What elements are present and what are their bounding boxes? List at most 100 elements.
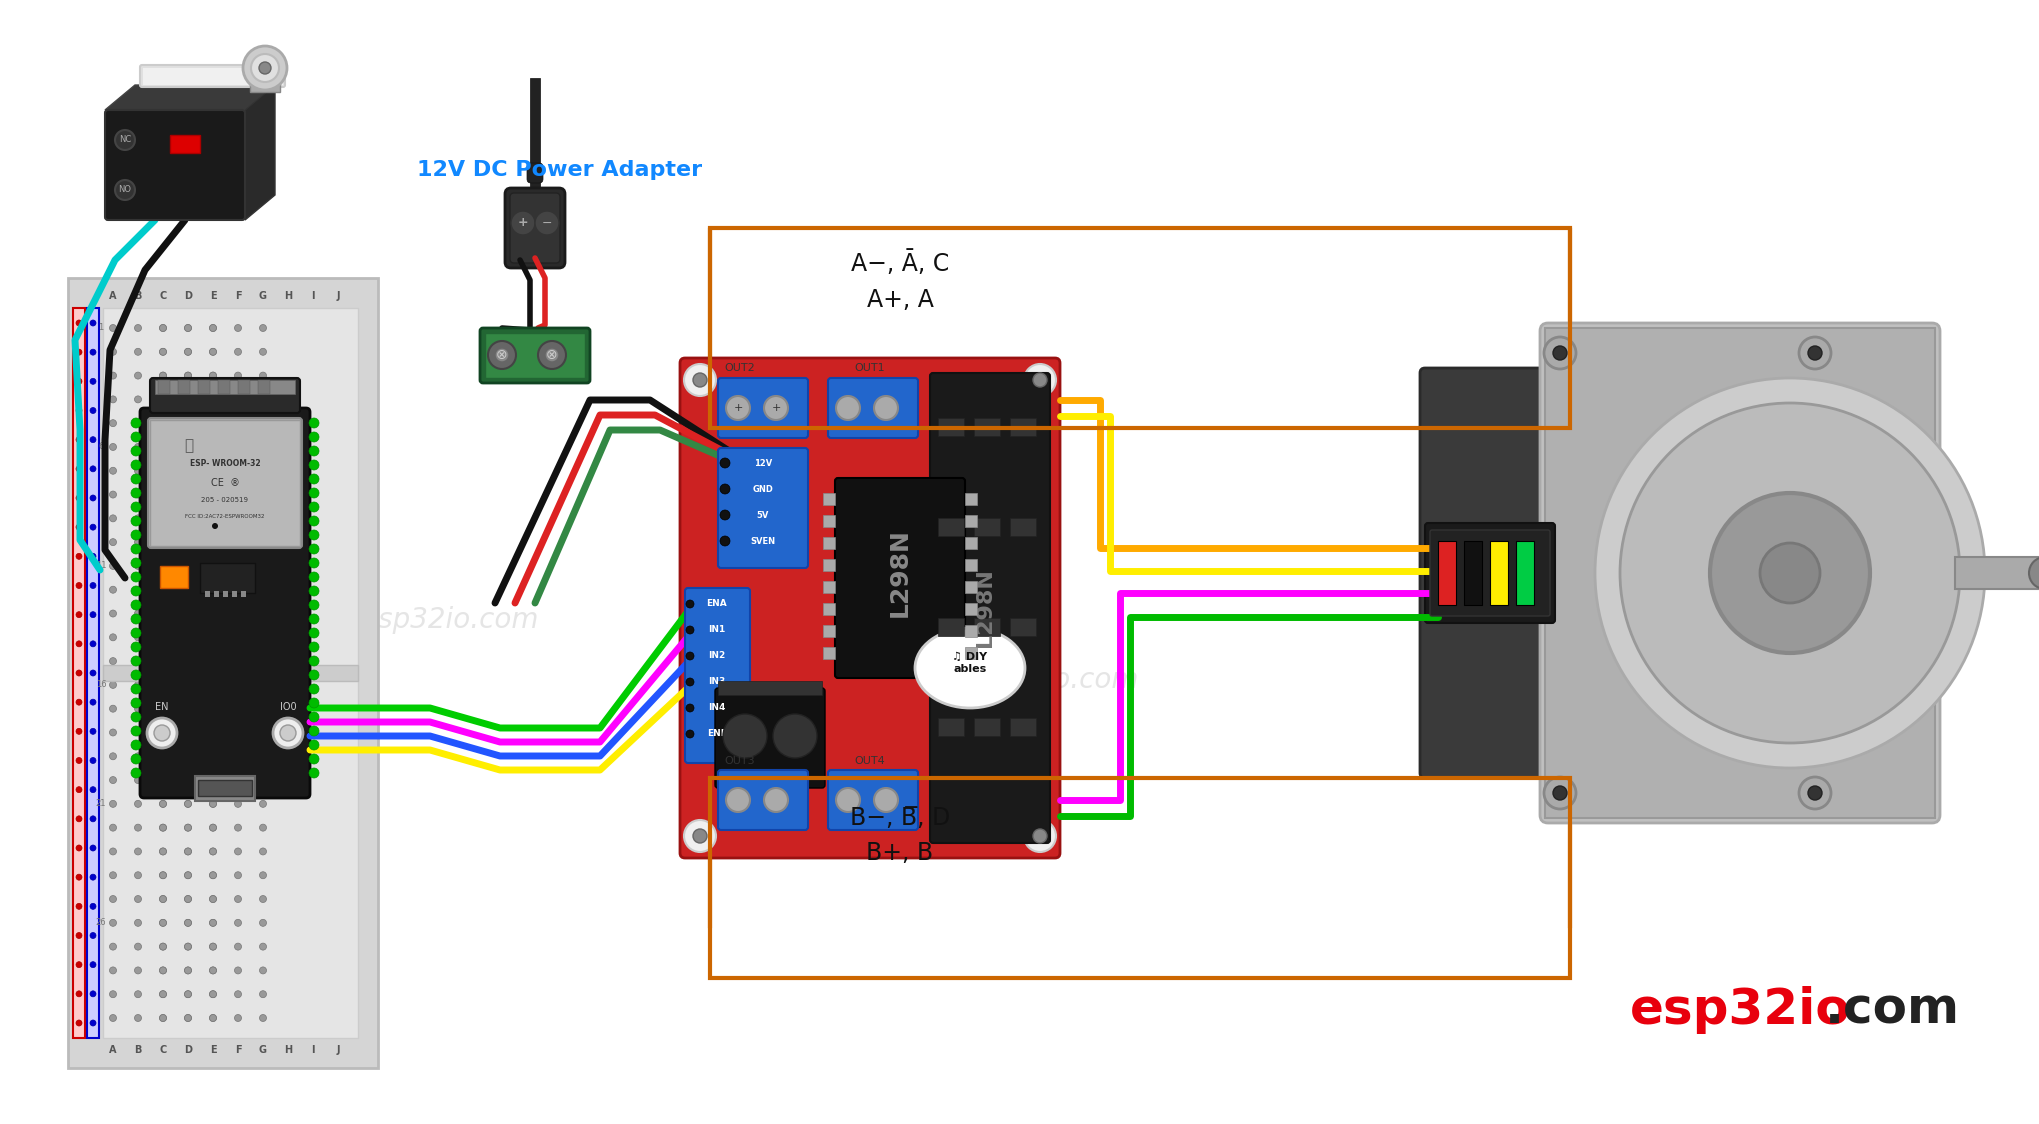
Text: H: H [283, 291, 292, 301]
Bar [964, 515, 977, 527]
Circle shape [135, 824, 141, 831]
Circle shape [234, 491, 241, 498]
Circle shape [212, 523, 218, 529]
Bar [1437, 541, 1456, 605]
Text: NO: NO [118, 185, 130, 194]
Bar [257, 380, 269, 395]
Text: OUT1: OUT1 [854, 363, 885, 373]
Circle shape [308, 531, 318, 540]
Circle shape [538, 341, 565, 369]
Bar [67, 278, 377, 1068]
Circle shape [234, 587, 241, 593]
Circle shape [1024, 821, 1056, 852]
Circle shape [110, 348, 116, 355]
Circle shape [259, 681, 267, 688]
Circle shape [210, 396, 216, 402]
Circle shape [159, 468, 167, 474]
Circle shape [184, 847, 192, 855]
FancyBboxPatch shape [828, 378, 918, 438]
Circle shape [308, 572, 318, 582]
Circle shape [184, 419, 192, 427]
Circle shape [184, 491, 192, 498]
Circle shape [210, 777, 216, 783]
Text: OUT3: OUT3 [724, 756, 754, 765]
Bar [964, 537, 977, 549]
Circle shape [159, 634, 167, 641]
Circle shape [234, 990, 241, 998]
Circle shape [130, 768, 141, 778]
Circle shape [210, 681, 216, 688]
Text: ENB: ENB [705, 729, 728, 738]
Circle shape [720, 484, 730, 495]
Circle shape [259, 705, 267, 713]
Bar [973, 518, 999, 536]
Circle shape [159, 372, 167, 379]
Circle shape [210, 800, 216, 807]
Circle shape [130, 642, 141, 652]
Bar [155, 380, 296, 395]
Circle shape [210, 444, 216, 451]
Circle shape [159, 444, 167, 451]
Circle shape [210, 468, 216, 474]
Circle shape [75, 582, 82, 589]
Circle shape [308, 726, 318, 736]
Circle shape [130, 418, 141, 428]
Text: F: F [234, 1045, 241, 1055]
Circle shape [184, 1015, 192, 1022]
Circle shape [130, 572, 141, 582]
Circle shape [259, 491, 267, 498]
Text: B: B [135, 1045, 141, 1055]
Circle shape [130, 740, 141, 750]
Circle shape [1798, 337, 1831, 369]
Circle shape [308, 488, 318, 498]
Circle shape [135, 372, 141, 379]
Circle shape [159, 634, 167, 641]
Circle shape [75, 845, 82, 851]
Circle shape [184, 515, 192, 522]
Circle shape [210, 847, 216, 855]
Circle shape [184, 587, 192, 593]
Circle shape [210, 729, 216, 736]
Circle shape [184, 562, 192, 570]
Text: A+, A: A+, A [867, 288, 934, 312]
Circle shape [159, 538, 167, 545]
Bar [102, 308, 357, 1037]
Text: esp32io: esp32io [1629, 986, 1849, 1034]
Circle shape [234, 824, 241, 831]
Text: L298N: L298N [887, 528, 911, 617]
Circle shape [184, 705, 192, 713]
Circle shape [308, 628, 318, 638]
Text: G: G [259, 1045, 267, 1055]
Circle shape [184, 634, 192, 641]
Circle shape [130, 614, 141, 624]
Circle shape [159, 990, 167, 998]
Circle shape [184, 610, 192, 617]
Circle shape [210, 919, 216, 926]
Circle shape [75, 874, 82, 880]
Circle shape [234, 919, 241, 926]
Circle shape [184, 919, 192, 926]
Circle shape [75, 1019, 82, 1026]
Circle shape [90, 495, 96, 501]
Circle shape [1544, 777, 1576, 809]
Text: OUT4: OUT4 [854, 756, 885, 765]
Text: CE  ®: CE ® [210, 478, 239, 488]
Circle shape [159, 658, 167, 664]
Circle shape [210, 634, 216, 641]
Bar [1953, 558, 2039, 589]
Text: .com: .com [1825, 986, 1959, 1034]
Circle shape [90, 641, 96, 646]
Circle shape [110, 538, 116, 545]
Circle shape [210, 396, 216, 402]
Circle shape [184, 800, 192, 807]
Circle shape [159, 847, 167, 855]
Circle shape [308, 586, 318, 596]
Bar [214, 591, 218, 597]
Circle shape [210, 562, 216, 570]
Circle shape [110, 491, 116, 498]
Circle shape [1032, 830, 1046, 843]
Circle shape [90, 408, 96, 414]
Circle shape [210, 658, 216, 664]
Text: I: I [312, 291, 314, 301]
Circle shape [873, 788, 897, 812]
